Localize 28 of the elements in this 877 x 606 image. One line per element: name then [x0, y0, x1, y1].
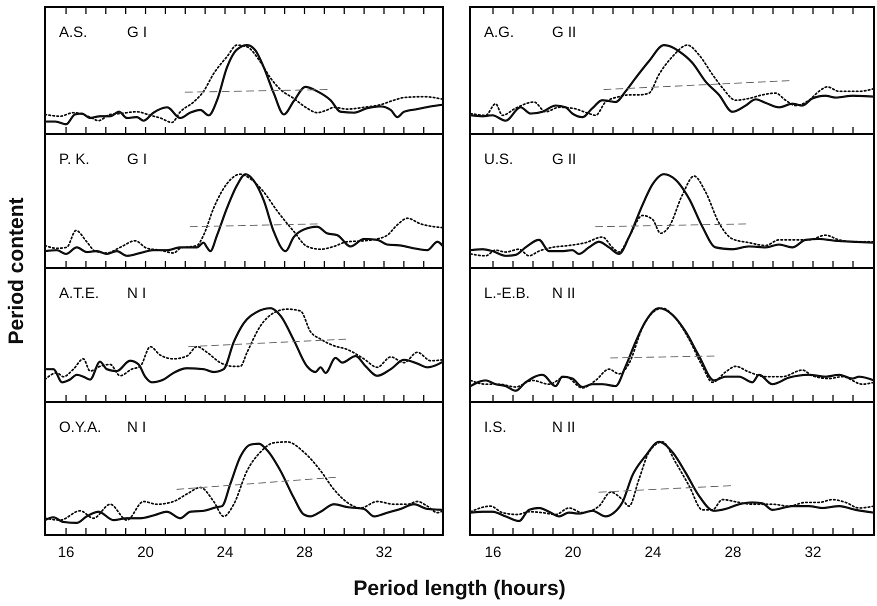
x-tick-label: 20 — [564, 544, 582, 561]
x-tick-label: 24 — [644, 544, 662, 561]
chart-subtitle: N I — [127, 419, 146, 436]
chart-title: L.-E.B. — [484, 285, 530, 302]
chart-subtitle: G II — [552, 24, 576, 41]
x-tick-label: 28 — [296, 544, 313, 561]
chart-title: I.S. — [484, 419, 507, 436]
x-tick-label: 32 — [376, 544, 392, 561]
x-tick-label: 24 — [216, 544, 234, 561]
chart-title: U.S. — [484, 151, 514, 168]
x-tick-label: 28 — [724, 544, 742, 561]
x-tick-label: 16 — [58, 544, 74, 561]
x-tick-label: 20 — [137, 544, 154, 561]
chart-subtitle: N II — [552, 285, 576, 302]
chart-title: A.G. — [484, 24, 514, 41]
chart-subtitle: N II — [552, 419, 576, 436]
x-tick-label: 16 — [484, 544, 502, 561]
chart-title: O.Y.A. — [59, 419, 102, 436]
chart-subtitle: N I — [127, 285, 146, 302]
chart-title: A.T.E. — [59, 285, 100, 302]
chart-subtitle: G I — [127, 151, 148, 168]
x-tick-label: 32 — [804, 544, 822, 561]
x-axis-title: Period length (hours) — [353, 577, 566, 600]
chart-subtitle: G II — [552, 151, 576, 168]
chart-title: P. K. — [59, 151, 90, 168]
chart-subtitle: G I — [127, 24, 148, 41]
y-axis-title: Period content — [5, 197, 28, 345]
chart-title: A.S. — [59, 24, 88, 41]
